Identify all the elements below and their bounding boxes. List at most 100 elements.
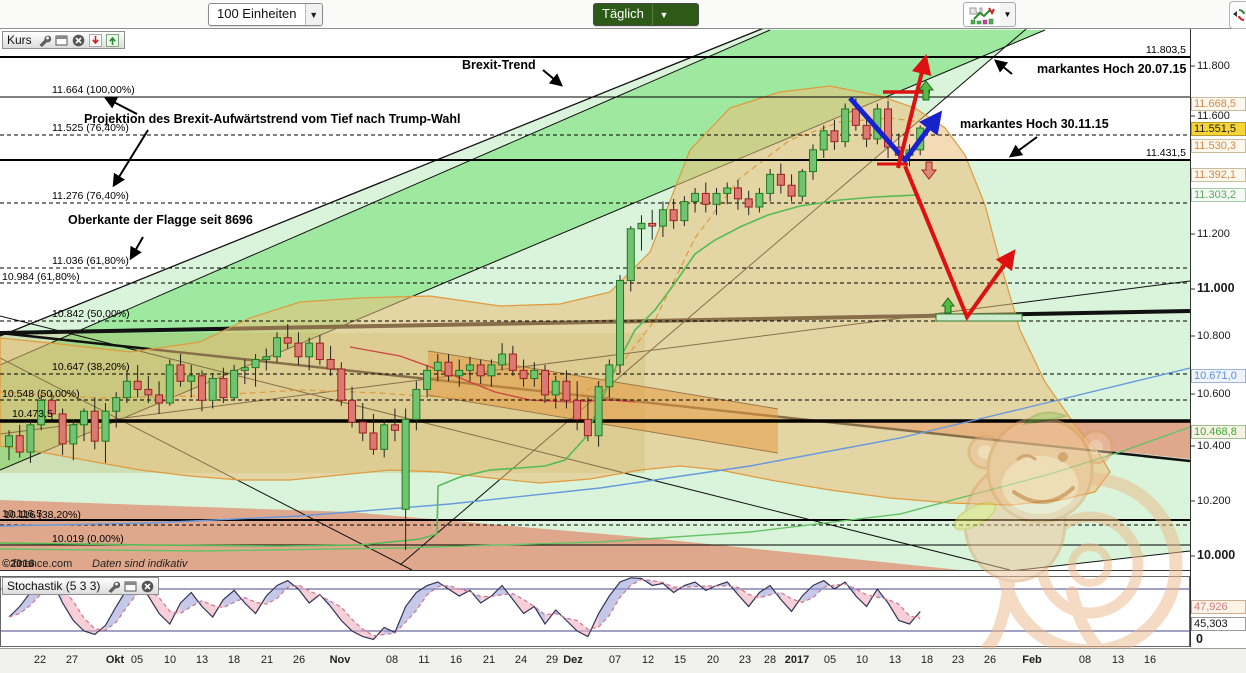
candle-body <box>455 369 464 377</box>
candle-body <box>626 228 635 282</box>
close-icon[interactable] <box>140 580 154 593</box>
candle-body <box>465 364 474 371</box>
candle-body <box>498 353 507 366</box>
units-dropdown-value: 100 Einheiten <box>217 6 297 21</box>
candle-body <box>283 337 292 344</box>
top-toolbar: 100 Einheiten ▼ Täglich ▼ ▼ <box>0 0 1246 29</box>
interval-dropdown-value: Täglich <box>602 6 644 21</box>
candle-body <box>712 192 721 205</box>
stoch-fill <box>277 580 288 599</box>
candle-body <box>315 342 324 360</box>
stoch-fill <box>598 596 610 628</box>
ma-20-line <box>0 194 919 547</box>
candle-body <box>519 369 528 380</box>
kurs-panel-title: Kurs <box>7 33 32 47</box>
candle-body <box>744 198 753 208</box>
candle-body <box>208 378 217 401</box>
candle-body <box>380 424 389 450</box>
kurs-panel-header[interactable]: Kurs <box>2 31 125 49</box>
chevron-down-icon: ▼ <box>304 4 322 25</box>
refresh-arrows-icon <box>1232 9 1245 21</box>
candle-body <box>58 413 67 445</box>
stoch-fill <box>737 587 749 607</box>
trend-line <box>0 28 765 337</box>
candle-body <box>326 358 335 370</box>
candle-body <box>294 342 303 358</box>
stoch-fill <box>73 601 85 631</box>
bollinger-midline <box>0 117 921 401</box>
candle-body <box>187 375 196 382</box>
stoch-panel-header[interactable]: Stochastik (5 3 3) <box>2 577 160 595</box>
candle-body <box>605 364 614 388</box>
candle-body <box>412 388 421 420</box>
settings-wrench-icon[interactable] <box>38 34 52 47</box>
ma-50-line <box>0 367 1190 527</box>
window-icon[interactable] <box>55 34 69 47</box>
stoch-fill <box>266 585 277 605</box>
annotation-arrow <box>103 96 138 115</box>
settings-wrench-icon[interactable] <box>106 580 120 593</box>
red-projection-arrow <box>903 165 1016 322</box>
candle-body <box>616 280 625 366</box>
candle-body <box>90 410 99 442</box>
stoch-panel-title: Stochastik (5 3 3) <box>7 579 101 593</box>
candle-body <box>648 222 657 227</box>
annotation-arrow <box>1008 136 1038 158</box>
disclaimer-text: Daten sind indikativ <box>92 558 188 570</box>
support-zone-box <box>935 313 1023 322</box>
time-axis-strip <box>0 648 1246 673</box>
stoch-fill <box>341 607 353 631</box>
candle-body <box>583 418 592 437</box>
candle-body <box>798 171 807 197</box>
stoch-fill <box>802 585 813 603</box>
export-down-icon[interactable] <box>89 33 103 47</box>
candle-body <box>5 435 13 448</box>
candle-body <box>219 378 228 399</box>
close-icon[interactable] <box>72 34 86 47</box>
stoch-fill <box>620 577 631 598</box>
chart-type-dropdown-arrow[interactable]: ▼ <box>1000 2 1016 27</box>
stoch-fill <box>523 599 535 614</box>
refresh-button[interactable] <box>1229 1 1246 29</box>
candle-body <box>37 399 46 426</box>
chart-type-button[interactable] <box>963 2 1002 27</box>
candle-body <box>658 209 667 227</box>
candle-body <box>776 173 785 186</box>
candle-body <box>755 192 764 208</box>
stoch-fill <box>898 604 910 624</box>
candle-body <box>541 369 549 396</box>
stoch-fill <box>159 597 170 624</box>
candle-body <box>573 399 582 420</box>
window-icon[interactable] <box>123 580 137 593</box>
candle-body <box>337 368 346 401</box>
candle-body <box>680 201 689 222</box>
candle-body <box>240 367 249 371</box>
candle-body <box>348 399 357 423</box>
chart-background-layer <box>0 28 1190 571</box>
candle-body <box>144 388 153 396</box>
import-up-icon[interactable] <box>106 33 120 47</box>
candle-body <box>401 418 410 510</box>
candle-body <box>305 342 314 358</box>
stoch-fill <box>116 589 127 623</box>
candle-body <box>69 424 78 445</box>
candle-body <box>26 424 35 453</box>
candle-body <box>369 432 378 450</box>
chart-drawing-layer <box>103 54 1038 322</box>
candle-body <box>508 353 517 371</box>
stoch-fill <box>577 620 588 637</box>
candle-body <box>165 364 174 404</box>
chevron-down-icon: ▼ <box>651 4 675 25</box>
stoch-fill <box>19 592 31 614</box>
stoch-fill <box>309 590 320 603</box>
candle-body <box>884 108 893 148</box>
stoch-fill <box>609 582 621 616</box>
units-dropdown[interactable]: 100 Einheiten ▼ <box>208 3 323 26</box>
candle-body <box>112 397 121 412</box>
candle-body <box>594 386 603 437</box>
candle-body <box>851 108 860 126</box>
interval-dropdown[interactable]: Täglich ▼ <box>593 3 699 26</box>
stoch-fill <box>84 618 95 635</box>
stoch-fill <box>448 585 460 596</box>
